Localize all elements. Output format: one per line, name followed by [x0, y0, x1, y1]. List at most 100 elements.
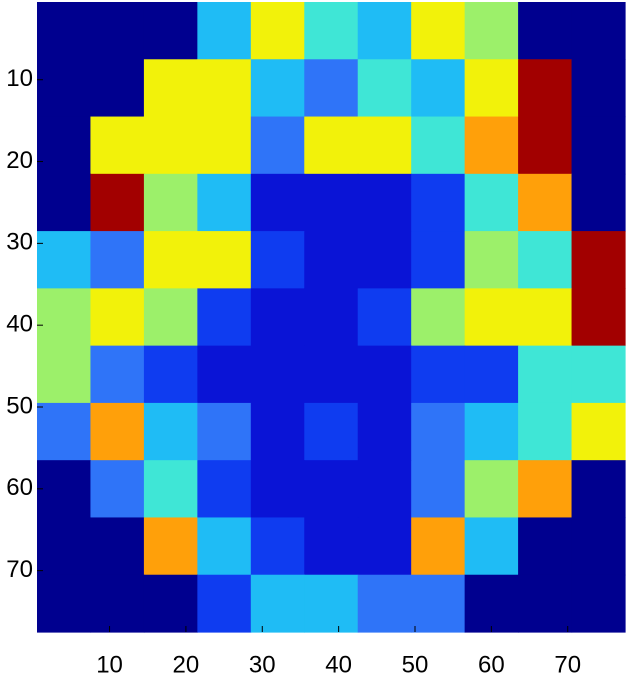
x-tick-label: 40	[325, 651, 352, 678]
heatmap-cell	[572, 460, 626, 518]
heatmap-cell	[144, 346, 198, 404]
heatmap-cell	[572, 59, 626, 117]
heatmap-cell	[251, 288, 305, 346]
heatmap-cell	[197, 575, 251, 633]
heatmap-cell	[304, 2, 358, 60]
heatmap-cell	[144, 403, 198, 461]
heatmap-cell	[37, 346, 91, 404]
heatmap-cell	[572, 231, 626, 289]
heatmap-cell	[518, 174, 572, 232]
heatmap-cell	[197, 288, 251, 346]
heatmap-cell	[251, 346, 305, 404]
y-tick-label: 50	[6, 392, 33, 419]
heatmap-cell	[518, 288, 572, 346]
heatmap-cell	[197, 231, 251, 289]
heatmap-cell	[304, 346, 358, 404]
heatmap-cell	[411, 231, 465, 289]
x-tick-label: 10	[96, 651, 123, 678]
heatmap-cell	[411, 59, 465, 117]
heatmap-cell	[90, 517, 144, 575]
heatmap-cell	[465, 403, 519, 461]
heatmap-cell	[358, 346, 412, 404]
heatmap-cell	[465, 117, 519, 175]
heatmap-cell	[518, 59, 572, 117]
heatmap-cell	[465, 575, 519, 633]
heatmap-cell	[465, 231, 519, 289]
heatmap-cell	[465, 517, 519, 575]
heatmap-cell	[144, 2, 198, 60]
heatmap-cell	[572, 117, 626, 175]
heatmap-cell	[37, 403, 91, 461]
heatmap-cell	[572, 174, 626, 232]
heatmap-cell	[37, 517, 91, 575]
heatmap-cell	[197, 174, 251, 232]
heatmap-cell	[304, 517, 358, 575]
heatmap-cell	[197, 517, 251, 575]
heatmap-cell	[251, 231, 305, 289]
heatmap-cell	[144, 117, 198, 175]
heatmap-cell	[251, 575, 305, 633]
chart: 1020304050607010203040506070	[0, 0, 627, 698]
heatmap-cell	[572, 517, 626, 575]
heatmap-cell	[37, 288, 91, 346]
heatmap-cell	[411, 460, 465, 518]
heatmap-cell	[304, 575, 358, 633]
heatmap-cell	[518, 231, 572, 289]
y-tick-label: 30	[6, 229, 33, 256]
heatmap-cell	[144, 174, 198, 232]
heatmap-cell	[358, 174, 412, 232]
heatmap-cell	[304, 460, 358, 518]
heatmap-cell	[90, 288, 144, 346]
x-tick-label: 70	[554, 651, 581, 678]
heatmap-cell	[90, 346, 144, 404]
heatmap-cell	[251, 59, 305, 117]
heatmap-cell	[411, 346, 465, 404]
heatmap-cell	[518, 575, 572, 633]
heatmap-cell	[144, 460, 198, 518]
y-tick-label: 10	[6, 65, 33, 92]
heatmap-cell	[251, 517, 305, 575]
heatmap-cell	[411, 575, 465, 633]
heatmap-cell	[304, 403, 358, 461]
heatmap-cell	[411, 288, 465, 346]
heatmap-cell	[197, 346, 251, 404]
heatmap-cell	[251, 174, 305, 232]
heatmap-cell	[90, 403, 144, 461]
heatmap-cell	[197, 59, 251, 117]
heatmap-cell	[251, 460, 305, 518]
heatmap-cell	[572, 346, 626, 404]
heatmap-cell	[37, 2, 91, 60]
heatmap-cell	[465, 2, 519, 60]
y-tick-label: 20	[6, 147, 33, 174]
heatmap-cell	[90, 231, 144, 289]
heatmap-cell	[144, 517, 198, 575]
heatmap-cell	[304, 288, 358, 346]
heatmap-cell	[358, 575, 412, 633]
heatmap-cell	[465, 346, 519, 404]
heatmap-cell	[90, 2, 144, 60]
heatmap-cell	[572, 575, 626, 633]
heatmap-cell	[251, 117, 305, 175]
heatmap-cell	[358, 231, 412, 289]
heatmap-cell	[358, 403, 412, 461]
heatmap-cell	[465, 59, 519, 117]
heatmap-cell	[90, 460, 144, 518]
heatmap-cell	[37, 460, 91, 518]
heatmap-cell	[572, 288, 626, 346]
heatmap-cell	[518, 403, 572, 461]
heatmap-cell	[572, 403, 626, 461]
x-tick-label: 20	[173, 651, 200, 678]
heatmap-cell	[304, 59, 358, 117]
heatmap-cell	[90, 174, 144, 232]
heatmap-cell	[197, 403, 251, 461]
heatmap-cell	[465, 288, 519, 346]
heatmap-cell	[358, 517, 412, 575]
heatmap-cell	[518, 117, 572, 175]
heatmap-cell	[37, 117, 91, 175]
heatmap-cell	[304, 174, 358, 232]
heatmap-cell	[144, 231, 198, 289]
heatmap-cell	[144, 288, 198, 346]
page: {"chart_data": { "type": "heatmap", "x":…	[0, 0, 627, 698]
x-tick-label: 50	[402, 651, 429, 678]
heatmap-cell	[411, 174, 465, 232]
